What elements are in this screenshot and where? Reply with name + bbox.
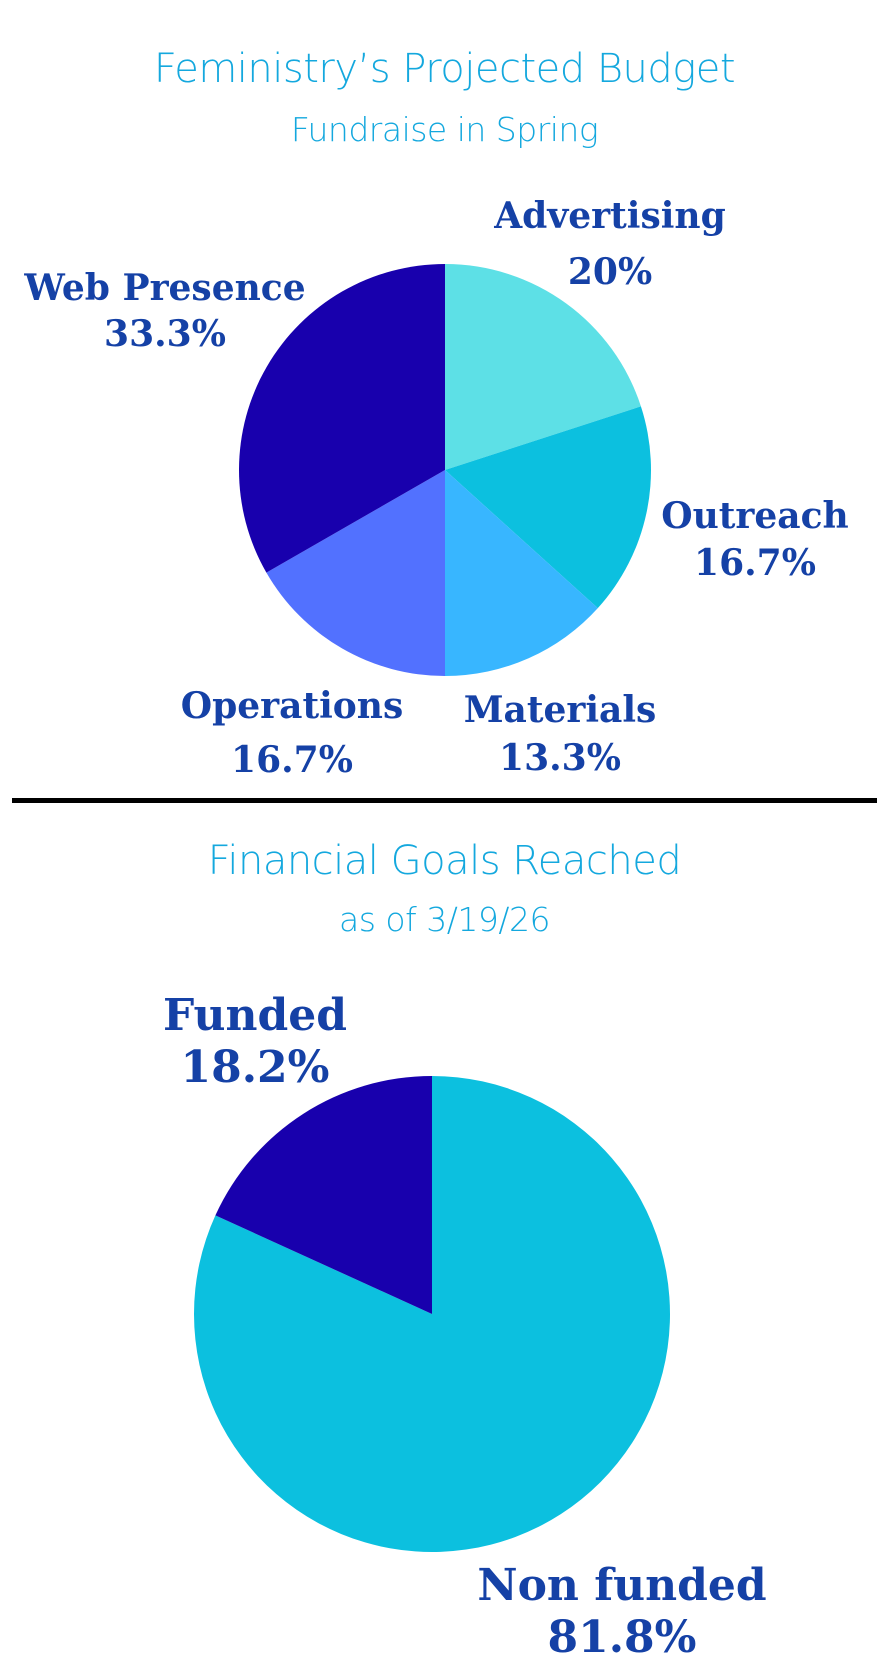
slice-label-non-funded: Non funded xyxy=(477,1560,766,1611)
slice-label-outreach: Outreach xyxy=(661,495,848,537)
section-divider xyxy=(12,798,877,803)
pie-slice-materials xyxy=(445,470,598,676)
slice-label-web-presence: Web Presence xyxy=(23,267,305,309)
slice-value-non-funded: 81.8% xyxy=(548,1612,697,1663)
slice-value-web-presence: 33.3% xyxy=(104,313,226,355)
pie-slice-funded xyxy=(215,1076,432,1314)
goals-chart-subtitle: as of 3/19/26 xyxy=(339,900,550,939)
slice-label-materials: Materials xyxy=(464,689,657,731)
pie-slice-web-presence xyxy=(238,264,445,573)
slice-label-operations: Operations xyxy=(181,685,404,727)
budget-chart-title: Feministry’s Projected Budget xyxy=(153,46,736,92)
slice-value-materials: 13.3% xyxy=(499,737,621,779)
slice-value-funded: 18.2% xyxy=(181,1042,330,1093)
pie-slice-operations xyxy=(266,470,445,676)
slice-value-advertising: 20% xyxy=(568,251,652,293)
goals-chart-title: Financial Goals Reached xyxy=(207,838,682,884)
slice-value-outreach: 16.7% xyxy=(694,542,816,584)
budget-chart-subtitle: Fundraise in Spring xyxy=(290,110,599,149)
pie-slice-outreach xyxy=(445,406,652,609)
slice-label-funded: Funded xyxy=(163,990,347,1041)
slice-label-advertising: Advertising xyxy=(493,195,726,237)
slice-value-operations: 16.7% xyxy=(231,739,353,781)
pie-slice-advertising xyxy=(445,264,641,470)
